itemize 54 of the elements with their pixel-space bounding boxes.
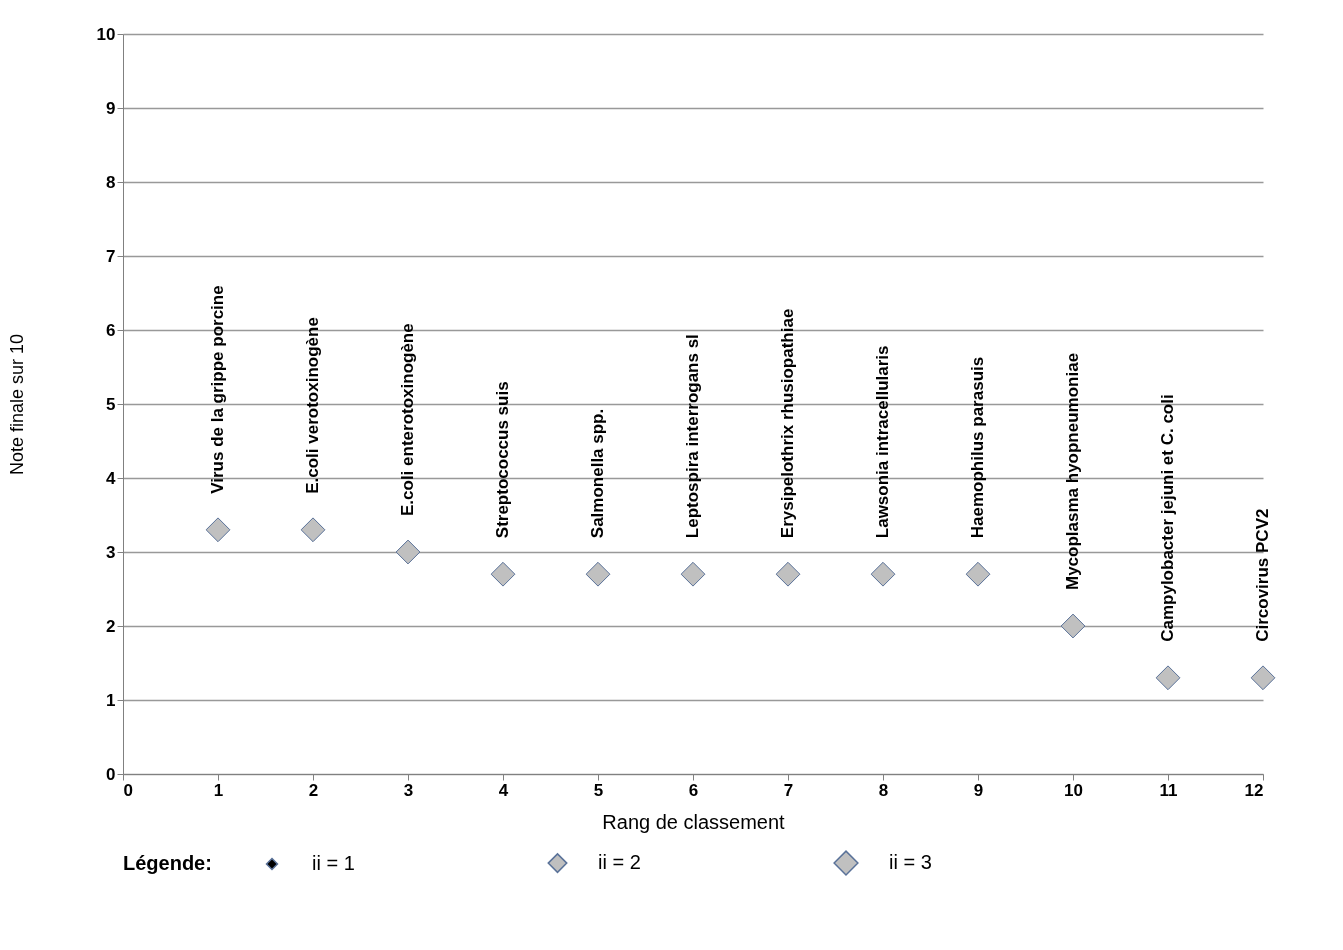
point bbox=[205, 517, 231, 543]
x-tick-label: 5 bbox=[593, 780, 604, 800]
y-tick-label: 1 bbox=[106, 690, 116, 710]
y-axis-title: Note finale sur 10 bbox=[6, 333, 27, 476]
x-tick-label: 0 bbox=[123, 780, 133, 800]
annotation: Mycoplasma hyopneumoniae bbox=[1063, 352, 1082, 590]
x-tick-label: 3 bbox=[403, 780, 414, 800]
legend-label: ii = 1 bbox=[312, 852, 355, 874]
x-tick-label: 1 bbox=[213, 780, 224, 800]
point bbox=[680, 561, 706, 587]
annotation: Streptococcus suis bbox=[493, 381, 512, 539]
legend-label: ii = 3 bbox=[889, 851, 932, 874]
legend-title: Légende: bbox=[123, 852, 212, 874]
annotation: Haemophilus parasuis bbox=[968, 356, 987, 539]
point bbox=[965, 561, 991, 587]
y-tick-label: 9 bbox=[106, 98, 116, 118]
x-tick-label: 9 bbox=[973, 780, 984, 800]
x-tick-label: 10 bbox=[1064, 780, 1083, 800]
x-tick-label: 6 bbox=[688, 780, 699, 800]
x-tick-label: 8 bbox=[878, 780, 889, 800]
annotation: Circovirus PCV2 bbox=[1253, 508, 1272, 642]
point bbox=[395, 539, 421, 565]
point bbox=[1155, 665, 1181, 691]
point bbox=[775, 561, 801, 587]
annotation: Leptospira interrogans sl bbox=[683, 334, 702, 539]
y-tick-label: 2 bbox=[106, 616, 116, 636]
point bbox=[870, 561, 896, 587]
point bbox=[585, 561, 611, 587]
annotation: E.coli enterotoxinogène bbox=[398, 323, 417, 516]
point bbox=[490, 561, 516, 587]
y-tick-label: 7 bbox=[106, 246, 116, 266]
annotation: Lawsonia intracellularis bbox=[873, 345, 892, 539]
point bbox=[1250, 665, 1276, 691]
x-tick-label: 2 bbox=[308, 780, 319, 800]
y-tick-label: 4 bbox=[106, 468, 117, 488]
annotation: Campylobacter jejuni et C. coli bbox=[1158, 394, 1177, 642]
point bbox=[1060, 613, 1086, 639]
annotation: Salmonella spp. bbox=[588, 408, 607, 539]
annotation: Virus de la grippe porcine bbox=[208, 285, 227, 494]
x-tick-label: 12 bbox=[1244, 780, 1264, 800]
y-tick-label: 6 bbox=[106, 320, 116, 340]
x-axis-title: Rang de classement bbox=[602, 810, 786, 833]
y-tick-label: 5 bbox=[106, 394, 116, 414]
legend-label: ii = 2 bbox=[598, 851, 641, 874]
x-tick-label: 7 bbox=[783, 780, 794, 800]
x-tick-label: 11 bbox=[1159, 780, 1178, 800]
point bbox=[300, 517, 326, 543]
y-tick-label: 3 bbox=[106, 542, 116, 562]
x-tick-label: 4 bbox=[498, 780, 509, 800]
annotation: E.coli verotoxinogène bbox=[303, 317, 322, 494]
annotation: Erysipelothrix rhusiopathiae bbox=[778, 308, 797, 539]
y-tick-label: 8 bbox=[106, 172, 116, 192]
y-tick-label: 0 bbox=[106, 764, 116, 784]
y-tick-label: 10 bbox=[96, 24, 116, 44]
